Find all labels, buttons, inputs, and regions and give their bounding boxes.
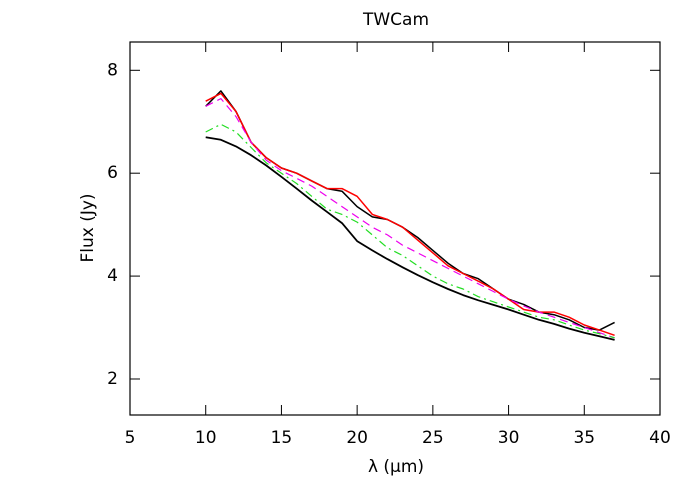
x-tick-label: 15 xyxy=(271,428,293,448)
y-axis-label: Flux (Jy) xyxy=(78,193,98,262)
series-line xyxy=(205,123,615,339)
y-tick-label: 8 xyxy=(107,60,118,80)
x-tick-label: 25 xyxy=(422,428,444,448)
series-line xyxy=(205,90,615,331)
y-tick-label: 4 xyxy=(107,266,118,286)
x-tick-label: 10 xyxy=(195,428,217,448)
series-line xyxy=(205,92,615,337)
series-line xyxy=(205,98,615,339)
x-tick-label: 35 xyxy=(573,428,595,448)
x-tick-label: 30 xyxy=(498,428,520,448)
series-line xyxy=(205,136,615,341)
x-tick-label: 40 xyxy=(649,428,671,448)
x-tick-label: 5 xyxy=(125,428,136,448)
x-axis-label: λ (μm) xyxy=(368,457,424,477)
y-tick-label: 2 xyxy=(107,369,118,389)
x-tick-label: 20 xyxy=(346,428,368,448)
plot-frame xyxy=(129,41,661,416)
y-tick-label: 6 xyxy=(107,163,118,183)
chart-title: TWCam xyxy=(362,10,429,30)
